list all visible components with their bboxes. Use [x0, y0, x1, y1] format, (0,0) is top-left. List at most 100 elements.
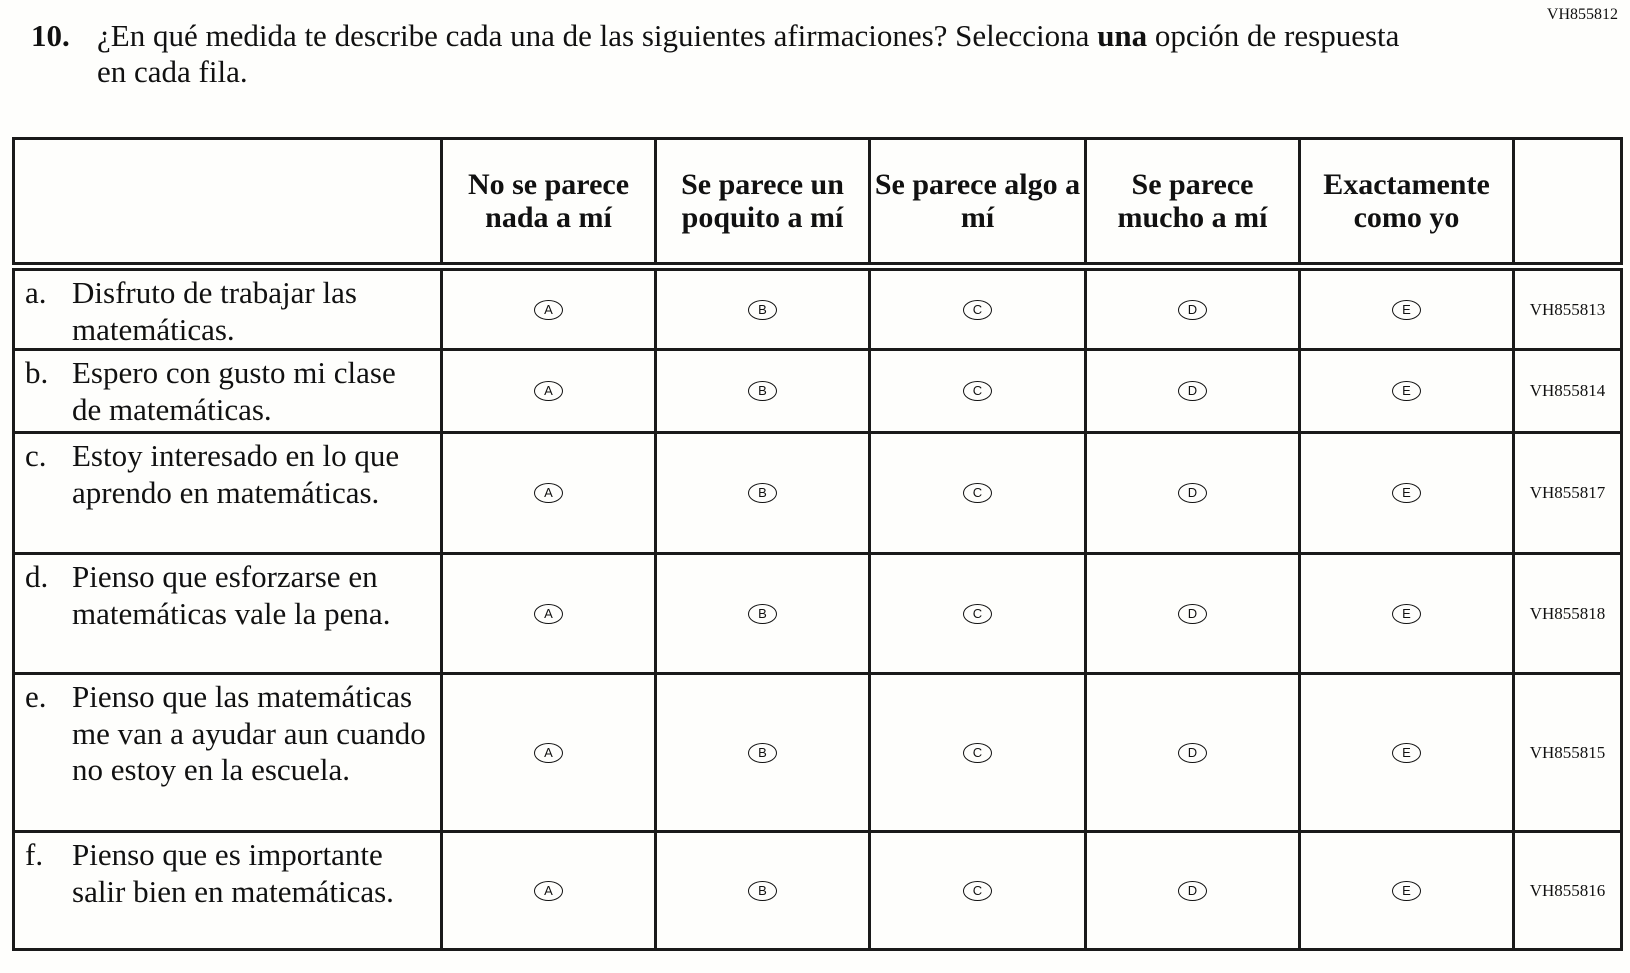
answer-bubble-e[interactable]: E — [1392, 483, 1421, 503]
answer-bubble-b[interactable]: B — [748, 299, 777, 320]
option-cell: A — [440, 265, 657, 351]
header-blank — [12, 137, 443, 271]
answer-bubble-e[interactable]: E — [1392, 299, 1421, 320]
statement-text: Pienso que es importante salir bien en m… — [72, 837, 394, 909]
answer-bubble-d[interactable]: D — [1178, 381, 1207, 401]
statement-cell: a. Disfruto de trabajar las matemáticas. — [12, 265, 443, 351]
option-cell: C — [868, 348, 1087, 434]
option-cell: E — [1298, 265, 1515, 351]
option-cell: D — [1084, 672, 1301, 833]
option-cell: A — [440, 830, 657, 951]
question-text-part: ¿En qué medida te describe cada una de l… — [97, 18, 1098, 53]
question-text: ¿En qué medida te describe cada una de l… — [97, 18, 1427, 90]
statement-letter: f. — [25, 837, 44, 872]
table-row: d. Pienso que esforzarse en matemáticas v… — [12, 552, 1623, 675]
header-row: No se parece nada a mí Se parece un poqu… — [12, 137, 1623, 271]
statement-letter: e. — [25, 679, 47, 714]
row-code: VH855818 — [1512, 552, 1623, 675]
option-cell: D — [1084, 265, 1301, 351]
table-row: c. Estoy interesado en lo que aprendo en … — [12, 431, 1623, 555]
option-cell: D — [1084, 552, 1301, 675]
answer-bubble-e[interactable]: E — [1392, 742, 1421, 763]
question-text-bold: una — [1097, 18, 1148, 53]
option-cell: B — [654, 431, 871, 555]
option-cell: A — [440, 672, 657, 833]
answer-bubble-e[interactable]: E — [1392, 880, 1421, 901]
statement-cell: e. Pienso que las matemáticas me van a ay… — [12, 672, 443, 833]
answer-bubble-d[interactable]: D — [1178, 299, 1207, 320]
answer-bubble-d[interactable]: D — [1178, 483, 1207, 503]
option-cell: D — [1084, 431, 1301, 555]
option-cell: C — [868, 265, 1087, 351]
answer-bubble-a[interactable]: A — [534, 299, 563, 320]
option-cell: E — [1298, 552, 1515, 675]
statement-text: Estoy interesado en lo que aprendo en ma… — [72, 438, 400, 510]
option-cell: B — [654, 830, 871, 951]
header-blank — [1512, 137, 1623, 271]
option-cell: C — [868, 830, 1087, 951]
statement-cell: d. Pienso que esforzarse en matemáticas v… — [12, 552, 443, 675]
statement-text: Pienso que esforzarse en matemáticas val… — [72, 559, 391, 631]
answer-bubble-b[interactable]: B — [748, 483, 777, 503]
statement-letter: d. — [25, 559, 49, 594]
row-code: VH855816 — [1512, 830, 1623, 951]
answer-bubble-d[interactable]: D — [1178, 880, 1207, 901]
answer-bubble-e[interactable]: E — [1392, 603, 1421, 624]
answer-bubble-c[interactable]: C — [963, 603, 992, 624]
statement-text: Espero con gusto mi clase de matemáticas… — [72, 355, 396, 427]
table-row: b. Espero con gusto mi clase de matemátic… — [12, 348, 1623, 434]
statement-cell: b. Espero con gusto mi clase de matemátic… — [12, 348, 443, 434]
row-code: VH855814 — [1512, 348, 1623, 434]
statement-cell: c. Estoy interesado en lo que aprendo en … — [12, 431, 443, 555]
statement-letter: a. — [25, 275, 47, 310]
answer-bubble-b[interactable]: B — [748, 603, 777, 624]
column-header: Se parece un poquito a mí — [654, 137, 871, 271]
option-cell: B — [654, 265, 871, 351]
column-header: Exactamente como yo — [1298, 137, 1515, 271]
option-cell: B — [654, 672, 871, 833]
option-cell: E — [1298, 348, 1515, 434]
answer-bubble-a[interactable]: A — [534, 742, 563, 763]
answer-bubble-b[interactable]: B — [748, 880, 777, 901]
answer-bubble-b[interactable]: B — [748, 742, 777, 763]
answer-bubble-a[interactable]: A — [534, 880, 563, 901]
answer-bubble-c[interactable]: C — [963, 880, 992, 901]
row-code: VH855813 — [1512, 265, 1623, 351]
statement-letter: c. — [25, 438, 47, 473]
answer-bubble-d[interactable]: D — [1178, 603, 1207, 624]
answer-bubble-d[interactable]: D — [1178, 742, 1207, 763]
answer-bubble-b[interactable]: B — [748, 381, 777, 401]
option-cell: D — [1084, 830, 1301, 951]
column-header: Se parece algo a mí — [868, 137, 1087, 271]
answer-bubble-c[interactable]: C — [963, 299, 992, 320]
table-row: f. Pienso que es importante salir bien en… — [12, 830, 1623, 951]
option-cell: C — [868, 431, 1087, 555]
option-cell: A — [440, 552, 657, 675]
option-cell: E — [1298, 672, 1515, 833]
column-header: Se parece mucho a mí — [1084, 137, 1301, 271]
option-cell: E — [1298, 830, 1515, 951]
answer-bubble-a[interactable]: A — [534, 381, 563, 401]
answer-bubble-c[interactable]: C — [963, 483, 992, 503]
statement-cell: f. Pienso que es importante salir bien en… — [12, 830, 443, 951]
answer-bubble-c[interactable]: C — [963, 742, 992, 763]
answer-bubble-e[interactable]: E — [1392, 381, 1421, 401]
option-cell: B — [654, 348, 871, 434]
response-grid: No se parece nada a mí Se parece un poqu… — [12, 137, 1623, 951]
option-cell: A — [440, 348, 657, 434]
option-cell: E — [1298, 431, 1515, 555]
table-row: e. Pienso que las matemáticas me van a ay… — [12, 672, 1623, 833]
question-text-part: opción de respuesta en cada fila. — [97, 18, 1400, 89]
statement-text: Pienso que las matemáticas me van a ayud… — [72, 679, 426, 787]
answer-bubble-c[interactable]: C — [963, 381, 992, 401]
statement-text: Disfruto de trabajar las matemáticas. — [72, 275, 357, 347]
statement-letter: b. — [25, 355, 49, 390]
option-cell: D — [1084, 348, 1301, 434]
answer-bubble-a[interactable]: A — [534, 483, 563, 503]
column-header: No se parece nada a mí — [440, 137, 657, 271]
option-cell: B — [654, 552, 871, 675]
option-cell: C — [868, 672, 1087, 833]
row-code: VH855815 — [1512, 672, 1623, 833]
question-number: 10. — [31, 18, 70, 53]
answer-bubble-a[interactable]: A — [534, 603, 563, 624]
